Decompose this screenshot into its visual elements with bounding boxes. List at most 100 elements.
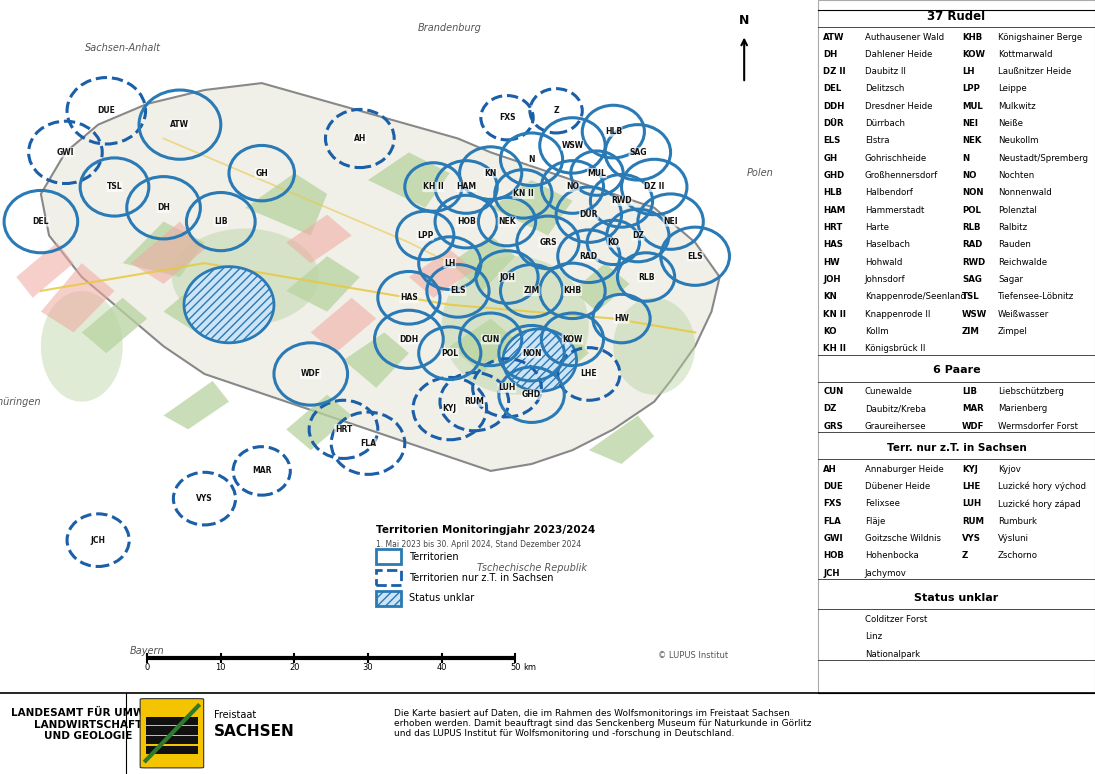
Text: HRT: HRT (335, 425, 353, 434)
Text: DEL: DEL (33, 217, 49, 226)
Text: DZ II: DZ II (644, 183, 665, 191)
Text: GH: GH (255, 169, 268, 177)
Text: NEI: NEI (664, 217, 678, 226)
Text: NON: NON (522, 349, 541, 358)
Text: Delitzsch: Delitzsch (865, 84, 904, 94)
Polygon shape (163, 381, 229, 430)
Text: Tiefensee-Löbnitz: Tiefensee-Löbnitz (998, 293, 1074, 301)
Text: DÜR: DÜR (823, 119, 844, 128)
Text: Thüringen: Thüringen (0, 396, 42, 406)
Text: JOH: JOH (823, 275, 841, 284)
Text: Neukollm: Neukollm (998, 136, 1038, 146)
Text: Rauden: Rauden (998, 240, 1030, 249)
Text: 0: 0 (145, 663, 150, 673)
Text: Großhennersdorf: Großhennersdorf (865, 171, 938, 180)
Text: KN: KN (823, 293, 837, 301)
Text: LHE: LHE (580, 369, 597, 378)
Text: JOH: JOH (499, 272, 515, 282)
Text: Neustadt/Spremberg: Neustadt/Spremberg (998, 154, 1088, 163)
Text: LIB: LIB (961, 387, 977, 396)
Text: DZ: DZ (632, 231, 644, 240)
Text: Knappenrode II: Knappenrode II (865, 310, 931, 319)
Polygon shape (286, 256, 360, 312)
Text: Felixsee: Felixsee (865, 499, 900, 509)
Text: GHD: GHD (522, 390, 541, 399)
Text: Territorien: Territorien (408, 552, 459, 562)
Text: Polen: Polen (747, 168, 774, 178)
Text: WSW: WSW (562, 141, 584, 150)
Text: © LUPUS Institut: © LUPUS Institut (658, 651, 728, 660)
Text: Knappenrode/Seenland: Knappenrode/Seenland (865, 293, 966, 301)
Text: KH II: KH II (423, 183, 443, 191)
Text: SAG: SAG (961, 275, 982, 284)
Text: MAR: MAR (961, 405, 983, 413)
Bar (146, 736, 198, 745)
Text: Johnsdorf: Johnsdorf (865, 275, 906, 284)
Text: GWI: GWI (823, 534, 843, 543)
Polygon shape (41, 263, 115, 332)
Text: DH: DH (157, 204, 170, 212)
Text: KHB: KHB (564, 286, 581, 296)
Polygon shape (450, 319, 516, 374)
Text: Dresdner Heide: Dresdner Heide (865, 102, 933, 111)
Text: GHD: GHD (823, 171, 844, 180)
Text: Liebschützberg: Liebschützberg (998, 387, 1064, 396)
FancyBboxPatch shape (140, 699, 204, 768)
Text: HRT: HRT (823, 223, 843, 232)
Text: NEK: NEK (961, 136, 981, 146)
Text: MUL: MUL (588, 169, 607, 177)
Text: 20: 20 (289, 663, 300, 673)
Text: JCH: JCH (823, 569, 840, 577)
Text: POL: POL (441, 349, 459, 358)
Polygon shape (491, 180, 573, 235)
Text: DUE: DUE (97, 106, 115, 115)
Text: LPP: LPP (417, 231, 434, 240)
Text: KYJ: KYJ (442, 404, 457, 413)
Bar (146, 717, 198, 725)
Text: Brandenburg: Brandenburg (418, 22, 482, 33)
Ellipse shape (441, 256, 589, 395)
Text: SACHSEN: SACHSEN (214, 724, 295, 739)
Text: Colditzer Forst: Colditzer Forst (865, 615, 927, 624)
Polygon shape (123, 221, 205, 277)
Text: Annaburger Heide: Annaburger Heide (865, 464, 944, 474)
Text: ELS: ELS (823, 136, 841, 146)
Text: RAD: RAD (961, 240, 982, 249)
Text: POL: POL (961, 206, 981, 214)
Text: Authausener Wald: Authausener Wald (865, 33, 944, 42)
Text: DUE: DUE (823, 482, 843, 491)
Polygon shape (408, 249, 474, 298)
Text: FXS: FXS (499, 113, 516, 122)
Text: N: N (528, 155, 534, 164)
Text: AH: AH (354, 134, 366, 143)
Text: ZIM: ZIM (523, 286, 540, 296)
Text: DZ II: DZ II (823, 67, 846, 76)
Text: LH: LH (961, 67, 975, 76)
Text: Nationalpark: Nationalpark (865, 649, 920, 659)
Text: Hohwald: Hohwald (865, 258, 902, 266)
Text: DÜR: DÜR (579, 211, 598, 219)
Text: 37 Rudel: 37 Rudel (927, 10, 986, 23)
Text: HLB: HLB (823, 188, 842, 197)
Text: Luzické hory východ: Luzické hory východ (998, 482, 1086, 491)
Text: Rumburk: Rumburk (998, 516, 1037, 526)
Text: Kyjov: Kyjov (998, 464, 1021, 474)
Text: VYS: VYS (961, 534, 981, 543)
Text: Sagar: Sagar (998, 275, 1023, 284)
Text: Daubitz II: Daubitz II (865, 67, 906, 76)
Polygon shape (531, 332, 589, 381)
Text: FXS: FXS (823, 499, 842, 509)
Text: ELS: ELS (688, 252, 703, 261)
Text: KN II: KN II (823, 310, 846, 319)
Text: MUL: MUL (961, 102, 982, 111)
Text: KO: KO (608, 238, 620, 247)
Text: NON: NON (961, 188, 983, 197)
Text: Wermsdorfer Forst: Wermsdorfer Forst (998, 422, 1077, 431)
Text: LUH: LUH (498, 383, 516, 392)
Text: Marienberg: Marienberg (998, 405, 1047, 413)
Text: Ralbitz: Ralbitz (998, 223, 1027, 232)
Polygon shape (163, 277, 229, 332)
Text: Daubitz/Kreba: Daubitz/Kreba (865, 405, 926, 413)
Text: LHE: LHE (961, 482, 980, 491)
Text: Gohrischheide: Gohrischheide (865, 154, 927, 163)
